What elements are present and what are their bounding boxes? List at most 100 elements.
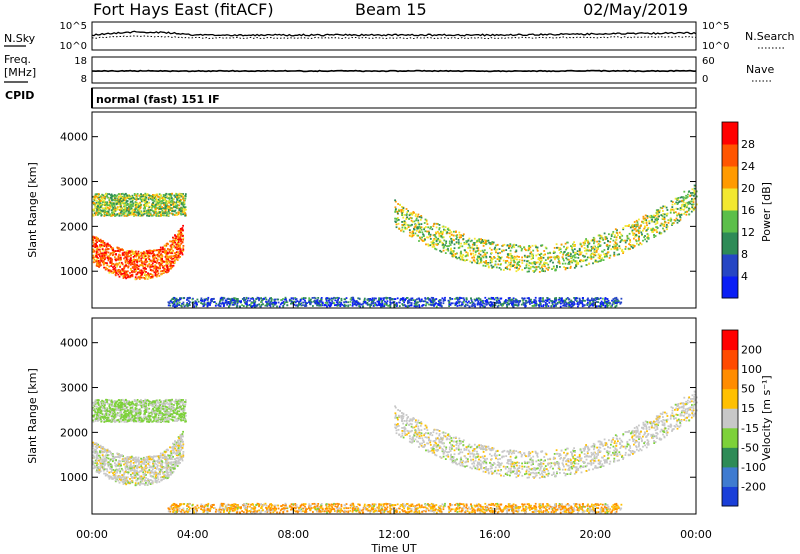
power-cell (93, 212, 96, 215)
power-cell (528, 245, 530, 248)
power-cell (450, 240, 453, 243)
power-cell (159, 262, 162, 265)
power-cell (131, 205, 134, 208)
power-cell (170, 248, 173, 250)
power-cell (166, 202, 168, 205)
power-cell (465, 298, 468, 301)
power-cell (349, 298, 352, 301)
power-cell (529, 252, 532, 255)
power-cell (171, 252, 173, 255)
power-cell (693, 184, 696, 187)
power-cell (145, 200, 147, 203)
power-cell (458, 234, 461, 236)
power-cell (178, 204, 181, 207)
power-cell (439, 302, 442, 305)
power-cell (401, 208, 404, 211)
power-cell (110, 209, 113, 212)
power-cell (119, 254, 122, 257)
power-cell (299, 298, 302, 301)
power-cell (165, 214, 168, 217)
power-cell (163, 265, 166, 267)
power-cell (576, 250, 579, 253)
power-cell (535, 268, 538, 271)
power-cell (469, 260, 472, 263)
power-cell (172, 246, 175, 248)
power-cell (116, 194, 119, 197)
power-cell (113, 269, 116, 272)
power-cell (588, 256, 591, 259)
power-cell (512, 302, 514, 305)
power-cell (451, 238, 454, 241)
power-cell (328, 298, 331, 301)
power-cell (525, 263, 528, 265)
power-cell (438, 234, 441, 237)
power-cell (558, 249, 560, 251)
power-cell (452, 254, 454, 256)
power-cell (267, 303, 270, 305)
power-cell (566, 241, 569, 244)
noise-search-trace (91, 35, 696, 40)
power-cell (251, 297, 254, 299)
power-cell (401, 228, 404, 231)
power-cell (143, 277, 146, 279)
power-cell (571, 255, 574, 258)
power-cell (599, 303, 602, 305)
power-cell (112, 202, 115, 205)
power-cell (130, 267, 132, 270)
power-cell (102, 200, 105, 202)
power-cell (405, 208, 408, 210)
power-cell (580, 265, 583, 268)
power-cell (219, 300, 221, 303)
power-cell (588, 305, 590, 308)
power-cell (323, 304, 326, 307)
power-cell (593, 239, 596, 242)
power-cell (133, 266, 136, 269)
power-cell (151, 209, 153, 212)
power-cell (108, 203, 111, 205)
noise-right-tick-top: 10^5 (702, 21, 729, 32)
power-cell (334, 299, 337, 302)
power-cell (656, 213, 658, 216)
power-cell (462, 234, 464, 237)
power-cell (666, 212, 669, 215)
power-cell (616, 301, 618, 304)
power-cell (147, 211, 150, 213)
power-cell (401, 226, 404, 229)
power-cell (277, 301, 280, 304)
power-cell (542, 305, 545, 308)
power-cell (682, 199, 685, 201)
power-cell (107, 213, 110, 216)
power-cell (451, 250, 454, 252)
power-cell (445, 242, 447, 244)
power-cell (96, 254, 98, 256)
power-cell (310, 301, 313, 303)
power-cell (168, 212, 171, 215)
power-cell (156, 253, 159, 256)
power-cell (153, 203, 155, 206)
power-cell (226, 301, 229, 304)
power-cell (519, 265, 522, 268)
power-cell (176, 194, 179, 197)
power-cell (615, 296, 618, 299)
power-cell (210, 300, 213, 303)
power-cell (695, 203, 698, 206)
power-cell (586, 246, 589, 249)
power-cell (140, 259, 143, 262)
power-cell (499, 302, 502, 305)
power-cell (133, 258, 135, 261)
power-cell (589, 299, 591, 302)
power-cell (151, 262, 154, 265)
power-cell (450, 253, 453, 255)
power-cell (158, 255, 161, 258)
power-cell (569, 252, 572, 254)
power-cell (167, 265, 170, 268)
power-cell (169, 256, 171, 258)
power-cell (650, 220, 653, 223)
power-cell (544, 259, 547, 261)
power-cell (138, 212, 141, 215)
power-cell (125, 204, 127, 207)
power-cell (144, 203, 146, 206)
power-cell (267, 300, 269, 303)
power-cell (523, 297, 526, 300)
power-cell (114, 266, 117, 269)
